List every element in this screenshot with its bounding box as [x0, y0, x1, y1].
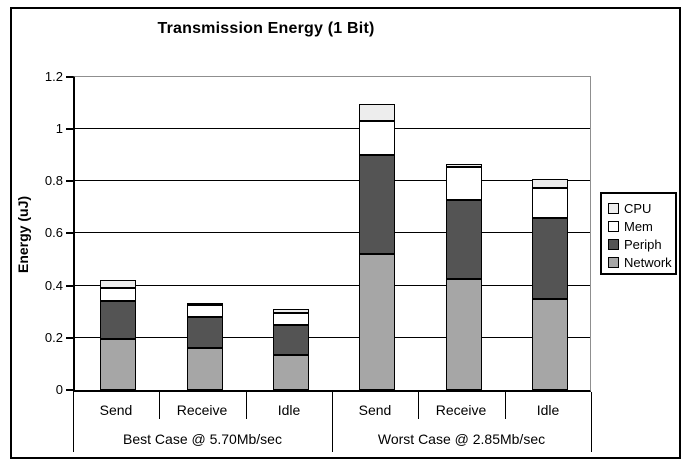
y-tick-label: 0.4 — [44, 278, 63, 293]
y-tick-label: 0.6 — [44, 225, 63, 240]
bar-segment-mem — [273, 313, 309, 325]
y-axis-tick — [66, 389, 73, 391]
bar-segment-cpu — [532, 179, 568, 188]
y-axis-tick — [66, 128, 73, 130]
bar-segment-network — [532, 299, 568, 390]
x-category-label: Receive — [176, 402, 228, 418]
legend-label: Periph — [624, 236, 662, 252]
x-group-separator — [332, 392, 333, 452]
x-category-label: Idle — [277, 402, 301, 418]
y-tick-label: 1 — [55, 121, 63, 136]
x-category-separator — [246, 392, 247, 419]
legend-swatch-mem — [608, 220, 619, 232]
y-tick-label: 0 — [55, 382, 63, 397]
bar-idle-5 — [532, 77, 568, 390]
legend-item-periph: Periph — [608, 235, 675, 253]
chart-frame: Transmission Energy (1 Bit) Energy (uJ) … — [10, 7, 681, 459]
bar-segment-cpu — [100, 280, 136, 288]
bar-segment-periph — [446, 200, 482, 279]
bar-segment-mem — [359, 121, 395, 155]
bar-send-0 — [100, 77, 136, 390]
legend-item-network: Network — [608, 253, 675, 271]
bar-receive-4 — [446, 77, 482, 390]
legend-label: Network — [624, 254, 672, 270]
plot-area: 0 0.2 0.4 0.6 0.8 1 1.2 — [45, 69, 591, 397]
gridline — [75, 285, 590, 286]
gridline — [75, 232, 590, 233]
y-tick-label: 0.2 — [44, 330, 63, 345]
bar-idle-2 — [273, 77, 309, 390]
bar-segment-periph — [100, 301, 136, 339]
x-category-label: Receive — [435, 402, 487, 418]
y-axis-tick — [66, 285, 73, 287]
x-group-separator — [591, 392, 592, 452]
x-group-separator — [73, 392, 74, 452]
legend-swatch-periph — [608, 238, 619, 250]
chart-title: Transmission Energy (1 Bit) — [157, 20, 375, 37]
x-group-label: Worst Case @ 2.85Mb/sec — [377, 431, 546, 447]
y-axis-tick — [66, 232, 73, 234]
plot-inner: 0 0.2 0.4 0.6 0.8 1 1.2 — [45, 69, 590, 397]
bar-segment-periph — [359, 155, 395, 254]
y-axis-tick — [66, 76, 73, 78]
bar-segment-periph — [532, 218, 568, 299]
legend-swatch-network — [608, 256, 619, 268]
bar-segment-cpu — [187, 303, 223, 305]
bar-segment-network — [359, 254, 395, 390]
x-category-separator — [505, 392, 506, 419]
gridline — [75, 180, 590, 181]
gridline — [75, 128, 590, 129]
y-axis-tick — [66, 337, 73, 339]
legend-item-cpu: CPU — [608, 199, 675, 217]
bar-segment-network — [100, 339, 136, 390]
y-axis-tick — [66, 180, 73, 182]
x-group-label: Best Case @ 5.70Mb/sec — [123, 431, 282, 447]
bar-segment-cpu — [273, 309, 309, 313]
bar-segment-cpu — [359, 104, 395, 121]
x-axis: Best Case @ 5.70Mb/sec Worst Case @ 2.85M… — [73, 392, 592, 454]
x-category-separator — [159, 392, 160, 419]
legend-item-mem: Mem — [608, 217, 675, 235]
x-category-label: Send — [358, 402, 392, 418]
bar-segment-periph — [187, 317, 223, 348]
bar-segment-network — [187, 348, 223, 390]
bar-send-3 — [359, 77, 395, 390]
y-tick-label: 0.8 — [44, 173, 63, 188]
x-category-label: Idle — [536, 402, 560, 418]
bar-segment-cpu — [446, 164, 482, 167]
x-category-label: Send — [99, 402, 133, 418]
legend-label: Mem — [624, 218, 653, 234]
legend: CPU Mem Periph Network — [600, 192, 677, 275]
x-category-separator — [418, 392, 419, 419]
legend-swatch-cpu — [608, 202, 619, 214]
bar-segment-mem — [532, 188, 568, 218]
bar-segment-mem — [446, 167, 482, 200]
bar-segment-mem — [100, 288, 136, 301]
gridline — [75, 337, 590, 338]
bar-segment-mem — [187, 305, 223, 317]
y-tick-label: 1.2 — [44, 69, 63, 84]
bar-segment-network — [446, 279, 482, 390]
bar-receive-1 — [187, 77, 223, 390]
legend-label: CPU — [624, 200, 652, 216]
bar-segment-periph — [273, 325, 309, 355]
bar-segment-network — [273, 355, 309, 390]
